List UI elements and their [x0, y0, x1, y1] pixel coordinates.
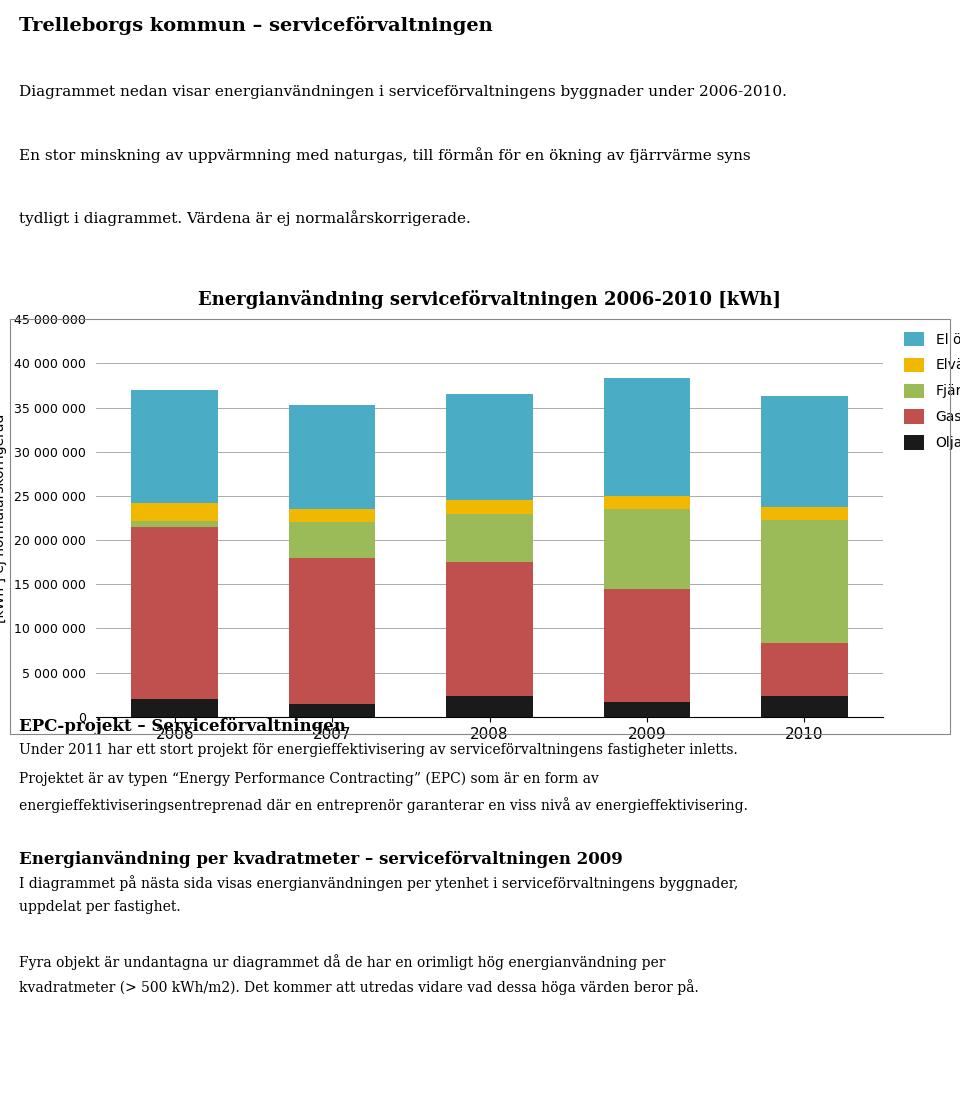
Bar — [761, 644, 848, 697]
Text: Under 2011 har ett stort projekt för energieffektivisering av serviceförvaltning: Under 2011 har ett stort projekt för ene… — [19, 743, 738, 757]
Legend: El övrig, Elvärme, Fjärrvärme, Gas, Olja: El övrig, Elvärme, Fjärrvärme, Gas, Olja — [898, 326, 960, 456]
Bar — [289, 558, 375, 703]
Text: Projektet är av typen “Energy Performance Contracting” (EPC) som är en form av: Projektet är av typen “Energy Performanc… — [19, 772, 599, 786]
Bar — [289, 703, 375, 717]
Bar — [761, 396, 848, 506]
Bar — [132, 390, 218, 503]
Bar — [132, 521, 218, 526]
Bar — [132, 699, 218, 717]
Text: uppdelat per fastighet.: uppdelat per fastighet. — [19, 900, 180, 914]
Title: Energianvändning serviceförvaltningen 2006-2010 [kWh]: Energianvändning serviceförvaltningen 20… — [198, 290, 781, 309]
Text: I diagrammet på nästa sida visas energianvändningen per ytenhet i serviceförvalt: I diagrammet på nästa sida visas energia… — [19, 876, 738, 892]
Bar — [132, 526, 218, 699]
Text: Energianvändning per kvadratmeter – serviceförvaltningen 2009: Energianvändning per kvadratmeter – serv… — [19, 851, 623, 868]
Bar — [604, 510, 690, 589]
Text: energieffektiviseringsentreprenad där en entreprenör garanterar en viss nivå av : energieffektiviseringsentreprenad där en… — [19, 796, 748, 813]
Bar — [446, 562, 533, 697]
Text: En stor minskning av uppvärmning med naturgas, till förmån för en ökning av fjär: En stor minskning av uppvärmning med nat… — [19, 148, 751, 164]
Bar — [289, 405, 375, 510]
Text: Fyra objekt är undantagna ur diagrammet då de har en orimligt hög energianvändni: Fyra objekt är undantagna ur diagrammet … — [19, 954, 665, 970]
Text: Trelleborgs kommun – serviceförvaltningen: Trelleborgs kommun – serviceförvaltninge… — [19, 16, 492, 35]
Bar — [446, 697, 533, 717]
Text: kvadratmeter (> 500 kWh/m2). Det kommer att utredas vidare vad dessa höga värden: kvadratmeter (> 500 kWh/m2). Det kommer … — [19, 979, 699, 995]
Y-axis label: [kWh ] ej normalårskorrigerad: [kWh ] ej normalårskorrigerad — [0, 413, 8, 623]
Bar — [604, 379, 690, 496]
Bar — [761, 520, 848, 644]
Bar — [761, 506, 848, 520]
Bar — [132, 503, 218, 521]
Text: tydligt i diagrammet. Värdena är ej normalårskorrigerade.: tydligt i diagrammet. Värdena är ej norm… — [19, 211, 471, 226]
Text: EPC-projekt – Serviceförvaltningen: EPC-projekt – Serviceförvaltningen — [19, 718, 346, 735]
Bar — [446, 514, 533, 562]
Bar — [289, 510, 375, 522]
Bar — [604, 496, 690, 510]
Bar — [446, 501, 533, 514]
Bar — [604, 702, 690, 717]
Bar — [289, 522, 375, 558]
Bar — [446, 394, 533, 501]
Bar — [761, 697, 848, 717]
Bar — [604, 589, 690, 702]
Text: Diagrammet nedan visar energianvändningen i serviceförvaltningens byggnader unde: Diagrammet nedan visar energianvändninge… — [19, 85, 787, 99]
